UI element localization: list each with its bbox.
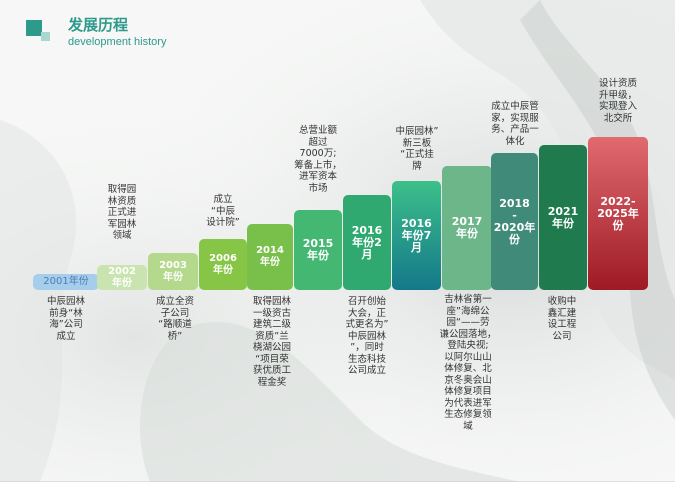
timeline-note-3: 成立全资 子公司 “路顺道 桥” xyxy=(155,296,194,342)
timeline-note-4: 成立 “中辰 设计院” xyxy=(206,194,240,228)
timeline-note-12: 设计资质 升甲级， 实现登入 北交所 xyxy=(598,78,637,124)
timeline-step-label: 2006 年份 xyxy=(209,252,237,276)
timeline-step-label: 2003 年份 xyxy=(159,259,187,283)
timeline-step-5: 2014 年份 xyxy=(247,224,293,290)
timeline-step-label: 2022- 2025年 份 xyxy=(597,194,639,232)
header-accent-square-small xyxy=(41,32,50,41)
timeline-step-label: 2016 年份7 月 xyxy=(401,216,432,254)
timeline-step-4: 2006 年份 xyxy=(199,239,247,290)
timeline-note-10: 成立中辰管 家，实现服 务、产品一 体化 xyxy=(491,101,539,147)
timeline-step-label: 2002 年份 xyxy=(108,265,136,289)
timeline-note-9: 吉林省第一 座”海绵公 园“——劳 谦公园落地， 登陆央视; 以阿尔山山 体修复… xyxy=(439,294,497,432)
timeline-step-label: 2017 年份 xyxy=(451,215,483,240)
timeline-step-11: 2021 年份 xyxy=(539,145,587,290)
timeline-note-5: 取得园林 一级资古 建筑二级 资质”兰 桡湖公园 “项目荣 获优质工 程金奖 xyxy=(252,296,291,388)
page-title: 发展历程 xyxy=(68,16,129,34)
timeline-step-label: 2014 年份 xyxy=(256,245,284,268)
timeline-note-2: 取得园 林资质 正式进 军园林 领域 xyxy=(107,184,137,241)
timeline-note-7: 召开创始 大会，正 式更名为” 中辰园林 ”，同时 生态科技 公司成立 xyxy=(345,296,389,376)
timeline-note-8: 中辰园林” 新三板 “正式挂 牌 xyxy=(395,126,439,172)
header-accent-square xyxy=(26,20,42,36)
timeline-step-label: 2015 年份 xyxy=(302,237,334,262)
timeline-step-label: 2001年份 xyxy=(43,276,89,287)
timeline-step-2: 2002 年份 xyxy=(97,265,147,290)
timeline-step-label: 2016 年份2 月 xyxy=(351,223,383,261)
timeline-step-1: 2001年份 xyxy=(33,274,99,290)
timeline-step-7: 2016 年份2 月 xyxy=(343,195,391,290)
timeline-note-11: 收购中 鑫汇建 设工程 公司 xyxy=(547,296,577,342)
timeline-step-8: 2016 年份7 月 xyxy=(392,181,441,290)
page-subtitle: development history xyxy=(68,36,167,48)
timeline-step-10: 2018 - 2020年 份 xyxy=(491,153,538,290)
timeline-step-6: 2015 年份 xyxy=(294,210,342,290)
timeline-note-6: 总营业额 超过 7000万; 筹备上市， 进军资本 市场 xyxy=(294,125,342,194)
timeline-step-3: 2003 年份 xyxy=(148,253,198,290)
timeline-step-label: 2018 - 2020年 份 xyxy=(493,196,536,246)
timeline-note-1: 中辰园林 前身“林 海”公司 成立 xyxy=(46,296,85,342)
timeline-step-9: 2017 年份 xyxy=(442,166,492,290)
timeline-step-label: 2021 年份 xyxy=(547,204,579,230)
timeline-step-12: 2022- 2025年 份 xyxy=(588,137,648,290)
